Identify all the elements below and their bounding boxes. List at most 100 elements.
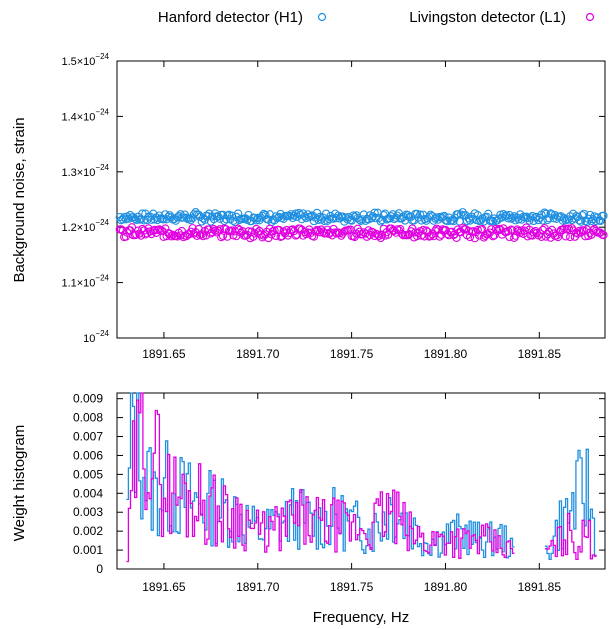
top-y-axis-label: Background noise, strain [11, 117, 28, 282]
l1-data-point [529, 228, 538, 237]
l1-data-point [477, 224, 487, 234]
h1-data-point [456, 210, 466, 219]
top-x-tick-label: 1891.70 [236, 347, 280, 361]
h1-data-point [416, 210, 425, 219]
top-x-tick-label: 1891.80 [424, 347, 468, 361]
bottom-y-tick-label: 0.001 [73, 543, 103, 557]
bottom-y-ticks: 0 0.001 0.002 0.003 0.004 0.005 0.006 0.007 0.00… [73, 392, 605, 576]
bottom-y-tick-label: 0.008 [73, 411, 103, 425]
bottom-y-tick-label: 0.009 [73, 392, 103, 406]
l1-data-point [127, 223, 137, 232]
h1-data-point [147, 215, 156, 224]
bottom-x-tick-label: 1891.70 [236, 580, 280, 594]
l1-data-point [553, 232, 563, 242]
top-y-tick-label: 1.2×10−24 [61, 218, 109, 234]
bottom-plot-frame [116, 392, 606, 570]
l1-data-point [426, 231, 435, 241]
bottom-y-tick-label: 0.007 [73, 430, 103, 444]
bottom-y-tick-label: 0.002 [73, 524, 103, 538]
l1-data-point [429, 231, 438, 241]
h1-data-point [159, 215, 168, 224]
legend-marker-l1 [585, 12, 595, 22]
l1-data-point [419, 225, 428, 235]
bottom-y-tick-label: 0.004 [73, 486, 103, 500]
h1-data-point [540, 208, 549, 217]
l1-data-point [488, 232, 498, 241]
l1-data-point [300, 227, 310, 237]
bottom-x-tick-label: 1891.75 [330, 580, 374, 594]
legend-marker-h1 [317, 12, 327, 22]
h1-data-point [412, 209, 422, 218]
l1-histogram-line [544, 512, 597, 561]
h1-data-point [250, 213, 259, 223]
top-y-tick-label: 10−24 [83, 329, 109, 345]
l1-data-point [211, 226, 220, 235]
h1-data-point [432, 213, 441, 222]
l1-data-point [116, 225, 126, 234]
l1-data-point [514, 226, 523, 236]
l1-data-point [167, 232, 176, 241]
top-x-tick-label: 1891.85 [518, 347, 562, 361]
top-x-ticks: 1891.65 1891.70 1891.75 1891.80 1891.85 [142, 61, 561, 361]
h1-data-point [332, 213, 341, 223]
h1-data-point [576, 217, 586, 226]
top-y-tick-label: 1.4×10−24 [61, 107, 109, 123]
top-data-points [115, 208, 608, 243]
bottom-y-tick-label: 0.003 [73, 505, 103, 519]
l1-data-point [564, 224, 573, 233]
l1-data-point [250, 229, 259, 238]
top-y-tick-label: 1.1×10−24 [61, 274, 109, 290]
h1-data-point [349, 211, 358, 220]
h1-data-point [443, 216, 452, 226]
h1-data-point [377, 215, 387, 225]
h1-data-point [118, 215, 127, 224]
legend: Hanford detector (H1) Livingston detecto… [158, 9, 595, 26]
h1-data-point [338, 212, 347, 221]
bottom-y-tick-label: 0.006 [73, 448, 103, 462]
l1-data-point [470, 234, 479, 243]
top-y-tick-label: 1.3×10−24 [61, 163, 109, 179]
bottom-x-ticks: 1891.65 1891.70 1891.75 1891.80 1891.85 [142, 393, 561, 594]
bottom-data-lines [126, 392, 597, 563]
legend-label-h1: Hanford detector (H1) [158, 9, 303, 26]
h1-data-point [271, 212, 281, 221]
l1-data-point [565, 232, 575, 242]
h1-data-point [370, 208, 379, 217]
bottom-y-tick-label: 0 [96, 562, 103, 576]
l1-data-point [567, 224, 576, 233]
l1-data-point [538, 225, 547, 235]
h1-data-point [599, 211, 608, 220]
top-y-ticks: 10−24 1.1×10−24 1.2×10−24 1.3×10−24 1.4×10−2… [61, 52, 605, 345]
h1-data-point [182, 213, 191, 222]
l1-data-point [599, 230, 608, 240]
bottom-y-tick-label: 0.005 [73, 467, 103, 481]
bottom-y-axis-label: Weight histogram [11, 425, 28, 541]
bottom-plot-panel: Weight histogram Frequency, Hz 0 0.001 0.0… [11, 392, 606, 626]
l1-data-point [575, 226, 584, 235]
l1-data-point [559, 224, 569, 233]
bottom-x-tick-label: 1891.80 [424, 580, 468, 594]
l1-data-point [215, 225, 225, 234]
l1-data-point [558, 225, 567, 234]
h1-data-point [591, 216, 601, 226]
top-x-tick-label: 1891.75 [330, 347, 374, 361]
top-plot-frame [116, 60, 606, 339]
legend-label-l1: Livingston detector (L1) [409, 9, 566, 26]
l1-data-point [435, 232, 444, 241]
h1-data-point [514, 215, 523, 224]
l1-histogram-line [126, 392, 515, 563]
h1-data-point [253, 213, 262, 223]
h1-histogram-line [544, 448, 597, 561]
bottom-x-tick-label: 1891.65 [142, 580, 186, 594]
top-x-tick-label: 1891.65 [142, 347, 186, 361]
h1-data-point [543, 215, 552, 225]
l1-data-point [393, 225, 402, 234]
l1-data-point [270, 226, 279, 235]
top-plot-panel: Background noise, strain 10−241.1×10−241… [11, 52, 608, 361]
l1-data-point [473, 225, 482, 235]
bottom-x-tick-label: 1891.85 [518, 580, 562, 594]
l1-data-point [332, 229, 341, 238]
l1-data-point [309, 232, 319, 241]
bottom-x-axis-label: Frequency, Hz [313, 609, 409, 626]
